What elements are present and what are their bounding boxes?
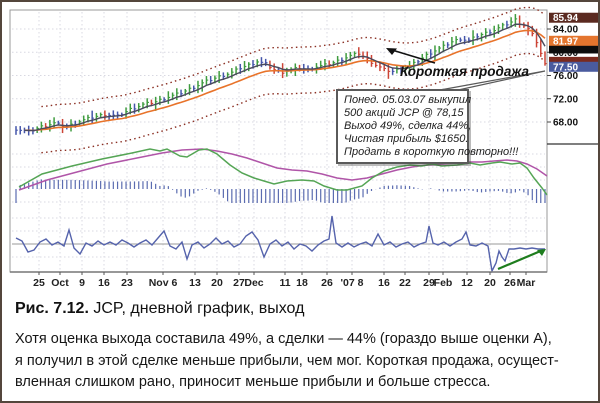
svg-text:Oct: Oct — [51, 277, 69, 289]
x-axis: 25 Oct 9 16 23 Nov 6 13 20 27 Dec 11 18 26 '07 8 16 22 2… — [10, 271, 547, 289]
body-line: вленная слишком рано, приносит меньше пр… — [15, 374, 491, 390]
svg-text:'07 8: '07 8 — [341, 277, 364, 289]
svg-text:16: 16 — [378, 277, 390, 289]
trade-note-line: Понед. 05.03.07 выкупил — [344, 94, 472, 106]
svg-text:Nov 6: Nov 6 — [149, 277, 178, 289]
trade-note-line: Продать в короткую повторно!!! — [344, 146, 519, 158]
fast-ema-line — [24, 23, 546, 132]
svg-text:85.94: 85.94 — [553, 13, 578, 24]
svg-text:25: 25 — [33, 277, 45, 289]
body-line: я получил в этой сделке меньше прибыли, … — [15, 352, 559, 369]
svg-text:11: 11 — [279, 277, 290, 289]
trade-note-callout: Понед. 05.03.07 выкупил 500 акций JCP @ … — [336, 89, 519, 164]
macd-histogram — [15, 179, 546, 203]
svg-text:18: 18 — [296, 277, 308, 289]
macd-line — [18, 148, 548, 196]
svg-text:Feb: Feb — [434, 277, 453, 289]
price-tag — [549, 61, 598, 72]
figure-caption: Рис. 7.12. JCP, дневной график, выход — [15, 300, 587, 318]
svg-text:27: 27 — [233, 277, 245, 289]
trade-note-line: Выход 49%, сделка 44%, — [344, 120, 472, 132]
figure-title: JCP, дневной график, выход — [88, 300, 305, 317]
svg-text:68.00: 68.00 — [553, 118, 578, 129]
body-line: Хотя оценка выхода составила 49%, а сдел… — [15, 331, 552, 347]
svg-text:77.50: 77.50 — [553, 62, 578, 73]
price-tag — [549, 35, 598, 46]
svg-text:20: 20 — [211, 277, 223, 289]
svg-text:22: 22 — [399, 277, 411, 289]
figure-number: Рис. 7.12. — [15, 300, 89, 317]
svg-text:72.00: 72.00 — [553, 94, 578, 105]
trade-note-line: Чистая прибыль $1650. — [344, 133, 469, 145]
svg-text:Mar: Mar — [517, 277, 536, 289]
slow-ema-line — [24, 29, 546, 132]
svg-text:29: 29 — [423, 277, 435, 289]
svg-text:26: 26 — [321, 277, 333, 289]
price-tag — [549, 43, 598, 54]
svg-text:23: 23 — [121, 277, 133, 289]
svg-text:76.00: 76.00 — [553, 71, 578, 82]
green-up-arrow — [497, 248, 544, 271]
short-sale-arrow — [386, 48, 436, 64]
svg-text:12: 12 — [461, 277, 473, 289]
macd-signal-line — [18, 148, 548, 191]
trade-note-line: 500 акций JCP @ 78,15 — [344, 107, 464, 119]
svg-text:13: 13 — [189, 277, 201, 289]
svg-text:16: 16 — [98, 277, 110, 289]
svg-text:81.97: 81.97 — [553, 36, 578, 47]
price-tag — [549, 12, 598, 23]
svg-text:84.00: 84.00 — [553, 25, 578, 36]
svg-text:9: 9 — [79, 277, 85, 289]
svg-text:26: 26 — [504, 277, 516, 289]
svg-text:Dec: Dec — [244, 277, 263, 289]
figure-body-text: Хотя оценка выхода составила 49%, а сдел… — [15, 329, 593, 394]
force-index-line — [15, 215, 545, 274]
short-sale-label: Короткая продажа — [400, 64, 529, 79]
svg-text:20: 20 — [484, 277, 496, 289]
price-channel-dotted — [41, 6, 546, 154]
